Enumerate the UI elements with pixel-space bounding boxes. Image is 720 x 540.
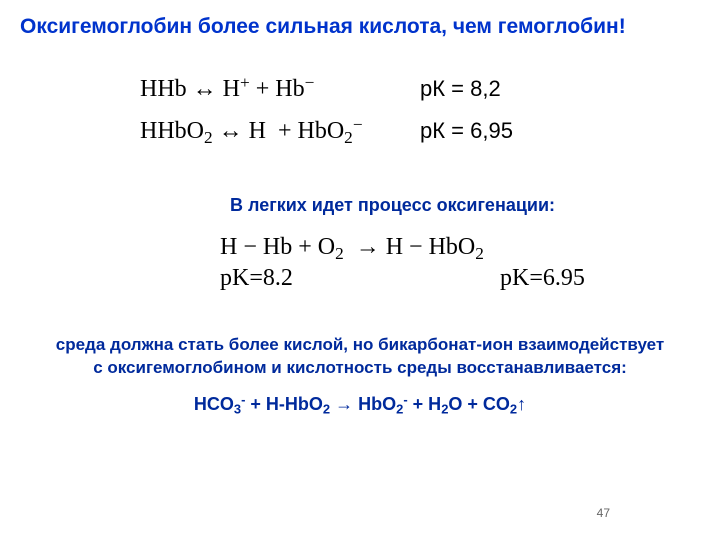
eq1-row1-lhs: HHb ↔ H+ + Hb− xyxy=(140,75,420,103)
slide-root: Оксигемоглобин более сильная кислота, че… xyxy=(0,0,720,540)
eq2-line1: H − Hb + O2 → H − HbO2 xyxy=(220,234,700,261)
eq1-row2-lhs: HHbO2 ↔ H + HbO2− xyxy=(140,117,420,145)
equation-block-1: HHb ↔ H+ + Hb− pК = 8,2 HHbO2 ↔ H + HbO2… xyxy=(140,75,700,145)
eq1-row1-rhs: pК = 8,2 xyxy=(420,76,501,102)
eq1-row2-rhs: pК = 6,95 xyxy=(420,118,513,144)
equation-block-2: H − Hb + O2 → H − HbO2 pK=8.2 pK=6.95 xyxy=(220,234,700,292)
eq2-pk-row: pK=8.2 pK=6.95 xyxy=(220,265,700,292)
eq2-pk-left: pK=8.2 xyxy=(220,265,360,292)
eq1-row-2: HHbO2 ↔ H + HbO2− pК = 6,95 xyxy=(140,117,700,145)
eq2-pk-right: pK=6.95 xyxy=(500,265,585,292)
subtitle-lungs: В легких идет процесс оксигенации: xyxy=(230,195,700,216)
eq1-row-1: HHb ↔ H+ + Hb− pК = 8,2 xyxy=(140,75,700,103)
conclusion-text: среда должна стать более кислой, но бика… xyxy=(20,334,700,380)
page-number: 47 xyxy=(597,506,610,520)
final-equation: HCO3- + H-HbO2 → HbO2- + H2O + CO2↑ xyxy=(20,394,700,415)
slide-title: Оксигемоглобин более сильная кислота, че… xyxy=(20,14,700,39)
